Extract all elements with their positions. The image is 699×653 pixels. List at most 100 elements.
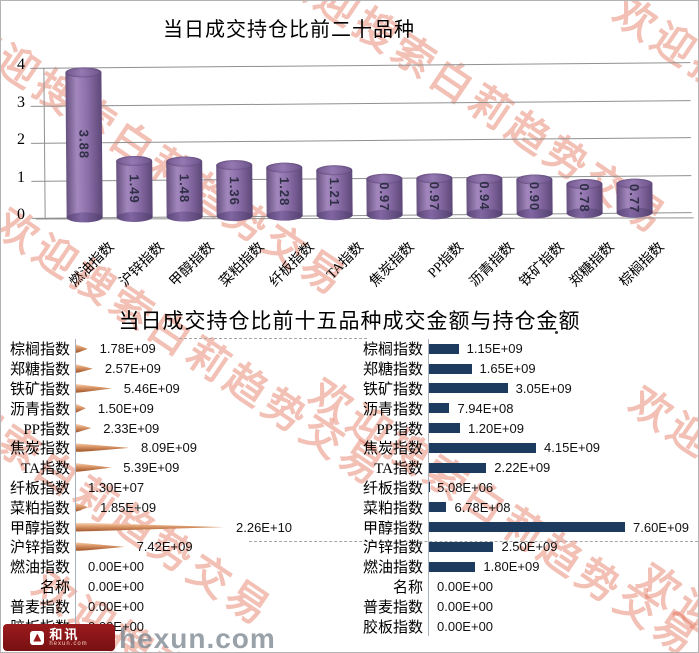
horizontal-bar	[429, 463, 486, 473]
row-value-label: 1.78E+09	[100, 341, 156, 356]
chart-row: 菜粕指数1.85E+09	[3, 497, 346, 517]
row-bar-area: 1.20E+09	[428, 418, 696, 438]
horizontal-bar	[429, 364, 472, 374]
cone-bar	[76, 424, 91, 433]
axis-tick	[31, 180, 44, 181]
row-bar-area: 5.46E+09	[75, 379, 346, 399]
x-category-label: TA指数	[322, 237, 368, 283]
horizontal-bar	[429, 542, 493, 552]
row-value-label: 1.50E+09	[98, 401, 154, 416]
row-bar-area: 7.94E+08	[428, 398, 696, 418]
row-value-label: 1.85E+09	[100, 500, 156, 515]
hexun-logo: 和讯 hexun.com	[3, 624, 115, 651]
bottom-chart-title: 当日成交持仓比前十五品种成交金额与持仓金额	[1, 305, 698, 335]
cone-bar	[76, 404, 86, 413]
row-bar-area: 7.60E+09	[428, 517, 696, 537]
x-category-label: 纤板指数	[264, 237, 318, 291]
row-category-label: 胶板指数	[346, 616, 428, 637]
chart-row: 棕榈指数1.78E+09	[3, 339, 346, 359]
axis-tick	[31, 143, 44, 144]
axis-tick	[31, 105, 44, 106]
x-category-label: 沪锌指数	[114, 237, 168, 291]
chart-row: TA指数5.39E+09	[3, 458, 346, 478]
cone-bar	[76, 542, 125, 551]
chart-row: 纤板指数1.30E+07	[3, 478, 346, 498]
cylinder-bar: 0.90	[516, 180, 552, 214]
top-chart-y-axis: 43210	[7, 63, 27, 223]
row-value-label: 0.00E+00	[88, 559, 144, 574]
row-value-label: 0.00E+00	[88, 599, 144, 614]
chart-row: 焦炭指数 4.15E+09	[346, 438, 696, 458]
axis-tick	[30, 68, 43, 69]
row-category-label: TA指数	[346, 457, 428, 478]
row-bar-area: 1.78E+09	[75, 339, 346, 359]
horizontal-bar	[429, 344, 459, 354]
row-category-label: 纤板指数	[3, 477, 75, 498]
row-category-label: 沪锌指数	[346, 536, 428, 557]
row-bar-area: 2.33E+09	[75, 418, 346, 438]
row-value-label: 6.78E+08	[454, 500, 510, 515]
chart-row: 沥青指数 1.50E+09	[3, 398, 346, 418]
row-category-label: PP指数	[3, 418, 75, 439]
chart-row: 名称0.00E+00	[3, 577, 346, 597]
x-category-label: 甲醇指数	[164, 237, 218, 291]
row-bar-area: 0.00E+00	[75, 616, 346, 636]
gridline	[43, 62, 690, 69]
top-chart: 3.881.491.481.361.281.210.970.970.940.90…	[30, 62, 693, 218]
row-value-label: 7.94E+08	[457, 401, 513, 416]
top-chart-x-labels: 燃油指数沪锌指数甲醇指数菜粕指数纤板指数TA指数焦炭指数PP指数沥青指数铁矿指数…	[1, 237, 698, 309]
chart-row: 沥青指数7.94E+08	[346, 398, 696, 418]
cylinder-bar: 0.77	[616, 184, 652, 213]
chart-row: 普麦指数 0.00E+00	[3, 596, 346, 616]
row-value-label: 5.46E+09	[124, 381, 180, 396]
report-page: 欢迎搜索白莉趋势交易欢迎搜索白莉趋势交易欢迎搜索白莉趋势交易欢迎搜索白莉趋势交易…	[0, 0, 699, 653]
chart-row: 胶板指数0.00E+00	[346, 616, 696, 636]
horizontal-bar	[429, 562, 475, 572]
chart-row: 棕榈指数1.15E+09	[346, 339, 696, 359]
chart-row: 焦炭指数8.09E+09	[3, 438, 346, 458]
chart-row: 菜粕指数 6.78E+08	[346, 497, 696, 517]
row-bar-area: 2.50E+09	[428, 537, 696, 557]
chart-row: PP指数1.20E+09	[346, 418, 696, 438]
row-category-label: 普麦指数	[3, 596, 75, 617]
chart-row: 沪锌指数 2.50E+09	[346, 537, 696, 557]
horizontal-bar	[429, 403, 449, 413]
bar-value-label: 1.49	[127, 174, 142, 203]
row-category-label: 燃油指数	[346, 556, 428, 577]
chart-row: 郑糖指数1.65E+09	[346, 359, 696, 379]
row-bar-area: 5.39E+09	[75, 458, 346, 478]
row-value-label: 1.15E+09	[467, 341, 523, 356]
horizontal-bar	[429, 383, 508, 393]
row-bar-area: 0.00E+00	[75, 557, 346, 577]
row-category-label: 甲醇指数	[3, 517, 75, 538]
bar-value-label: 1.28	[277, 177, 292, 206]
row-value-label: 7.60E+09	[633, 520, 689, 535]
gridline	[44, 137, 691, 144]
row-category-label: PP指数	[346, 418, 428, 439]
cylinder-bar: 1.48	[166, 161, 202, 217]
chart-row: PP指数2.33E+09	[3, 418, 346, 438]
row-bar-area: 2.22E+09	[428, 458, 696, 478]
row-bar-area: 1.50E+09	[75, 398, 346, 418]
hexun-logo-domain: hexun.com	[49, 641, 87, 647]
hexun-logo-icon	[30, 631, 44, 645]
row-category-label: 菜粕指数	[346, 497, 428, 518]
row-value-label: 2.50E+09	[501, 539, 557, 554]
cone-bar	[76, 503, 88, 512]
chart-row: 燃油指数1.80E+09	[346, 557, 696, 577]
x-category-label: 铁矿指数	[514, 237, 568, 291]
row-value-label: 4.15E+09	[544, 440, 600, 455]
row-category-label: 焦炭指数	[346, 437, 428, 458]
row-bar-area: 4.15E+09	[428, 438, 696, 458]
row-category-label: 普麦指数	[346, 596, 428, 617]
row-bar-area: 6.78E+08	[428, 497, 696, 517]
horizontal-bar	[429, 522, 625, 532]
cone-bar	[76, 344, 88, 353]
row-category-label: 铁矿指数	[346, 378, 428, 399]
row-value-label: 1.65E+09	[480, 361, 536, 376]
row-category-label: 沥青指数	[3, 398, 75, 419]
row-category-label: 纤板指数	[346, 477, 428, 498]
row-bar-area: 8.09E+09	[75, 438, 346, 458]
cone-bar	[76, 443, 129, 452]
row-bar-area: 5.08E+06	[428, 478, 696, 498]
